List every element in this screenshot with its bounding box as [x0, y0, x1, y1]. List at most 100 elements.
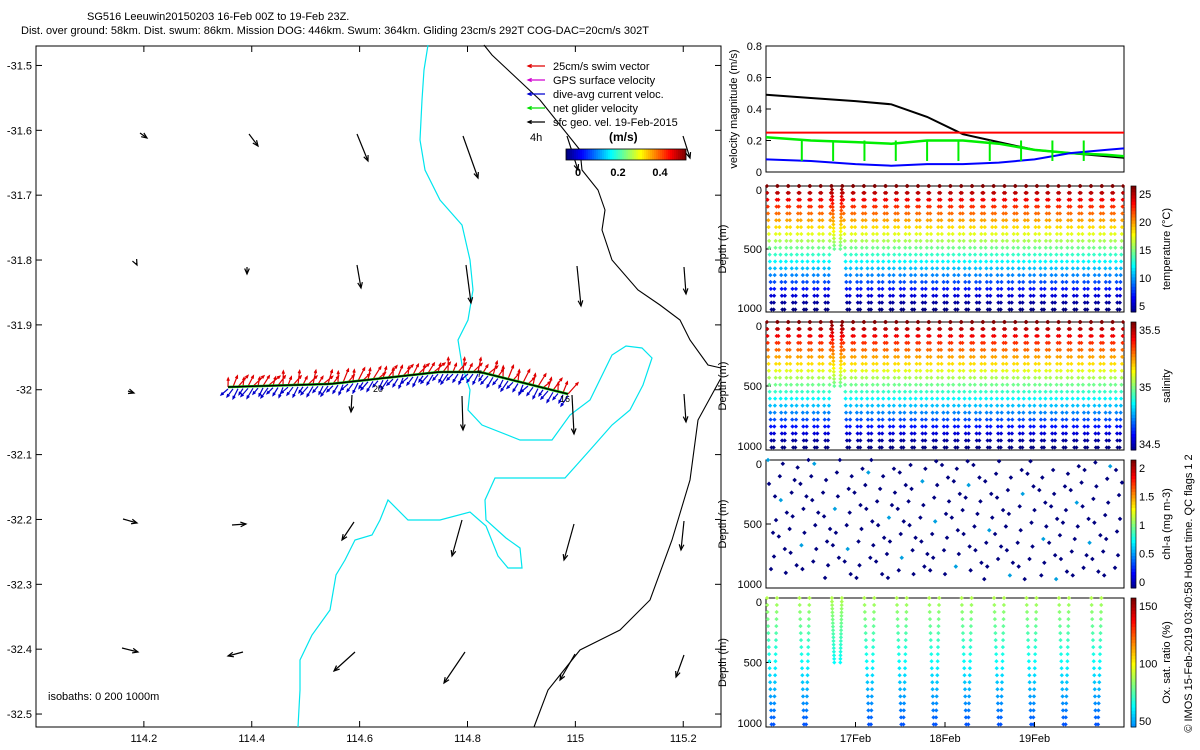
profile-marker: [1103, 266, 1108, 271]
colorbar-segment: [1131, 236, 1136, 241]
profile-marker: [842, 375, 847, 380]
profile-marker: [960, 333, 965, 339]
colorbar-segment: [1131, 533, 1136, 538]
profile-marker: [782, 286, 788, 292]
profile-marker: [1098, 218, 1103, 223]
profile-marker: [880, 273, 885, 278]
profile-marker: [1035, 333, 1040, 339]
profile-marker: [970, 333, 976, 339]
current-vector-arrow: [360, 381, 369, 391]
profile-marker: [892, 218, 898, 223]
profile-marker: [982, 354, 987, 359]
profile-marker: [903, 245, 908, 250]
profile-marker: [903, 238, 908, 244]
profile-marker: [966, 293, 971, 298]
profile-marker: [912, 293, 917, 298]
colorbar-segment: [1131, 643, 1136, 647]
profile-marker: [1108, 259, 1113, 264]
profile-marker: [844, 293, 849, 298]
profile-marker: [944, 300, 950, 305]
profile-marker: [1047, 347, 1052, 352]
profile-marker: [892, 375, 897, 380]
profile-marker: [766, 225, 771, 230]
profile-marker: [983, 382, 988, 387]
profile-marker: [827, 389, 832, 394]
profile-marker: [925, 218, 930, 223]
profile-marker: [924, 252, 929, 257]
profile-marker: [778, 403, 784, 408]
profile-marker: [978, 403, 983, 408]
profile-marker: [875, 245, 880, 250]
profile-marker: [1012, 211, 1017, 216]
profile-marker: [927, 319, 932, 325]
profile-marker: [1038, 403, 1043, 408]
profile-marker: [779, 424, 784, 429]
profile-marker: [1017, 293, 1022, 298]
profile-marker: [978, 410, 983, 415]
profile-marker: [1085, 293, 1090, 298]
colorbar-segment: [684, 149, 687, 160]
profile-marker: [896, 375, 901, 380]
current-vector-arrow-head: [519, 389, 525, 394]
profile-marker: [876, 424, 882, 429]
swim-vector-arrow: [487, 365, 499, 375]
colorbar-tick-label: 50: [1139, 716, 1151, 728]
profile-marker: [1064, 286, 1069, 292]
profile-marker: [1058, 368, 1063, 373]
profile-marker: [855, 286, 860, 292]
profile-marker: [854, 417, 860, 422]
profile-marker: [854, 273, 859, 278]
profile-marker: [957, 245, 962, 250]
profile-marker: [920, 286, 925, 292]
profile-marker: [935, 375, 940, 380]
profile-marker: [859, 382, 865, 387]
profile-marker: [984, 279, 989, 285]
profile-marker: [955, 286, 961, 292]
colorbar-segment: [622, 149, 625, 160]
map-y-tick-label: -31.6: [7, 125, 32, 137]
colorbar-segment: [1131, 405, 1136, 409]
profile-marker: [819, 197, 824, 202]
profile-marker: [1046, 340, 1052, 346]
profile-marker: [791, 445, 796, 450]
current-vector-arrow-head: [398, 384, 402, 390]
swim-vector-arrow-head: [384, 365, 388, 370]
profile-marker: [990, 211, 995, 216]
profile-marker: [1004, 375, 1010, 380]
profile-marker: [881, 238, 886, 244]
profile-marker: [875, 389, 880, 394]
profile-marker: [982, 347, 987, 352]
current-vector-arrow: [412, 376, 419, 387]
profile-marker: [1076, 218, 1082, 223]
profile-marker: [1071, 431, 1076, 436]
profile-marker: [819, 204, 824, 209]
colorbar-segment: [1131, 322, 1136, 326]
profile-marker: [1065, 389, 1070, 394]
profile-marker: [1070, 252, 1075, 257]
profile-marker: [1102, 259, 1108, 264]
profile-marker: [957, 354, 963, 359]
profile-marker: [790, 424, 795, 429]
profile-marker: [1120, 183, 1126, 189]
swim-vector-arrow: [387, 365, 398, 378]
date-tick-label: 17Feb: [840, 733, 871, 745]
profile-marker: [818, 319, 824, 325]
profile-marker: [1076, 225, 1081, 230]
profile-marker: [884, 211, 890, 216]
profile-marker: [1044, 361, 1049, 366]
profile-marker: [908, 403, 913, 408]
profile-marker: [784, 245, 789, 250]
profile-marker: [873, 333, 878, 339]
profile-marker: [767, 389, 772, 394]
current-vector-arrow-head: [352, 389, 356, 395]
profile-marker: [914, 361, 919, 366]
profile-marker: [886, 389, 891, 394]
swim-vector-arrow: [297, 370, 301, 385]
profile-marker: [839, 344, 844, 350]
profile-marker: [952, 286, 957, 292]
profile-marker: [1049, 286, 1055, 292]
profile-marker: [811, 273, 816, 278]
profile-marker: [838, 373, 843, 378]
colorbar-segment: [1131, 575, 1136, 579]
